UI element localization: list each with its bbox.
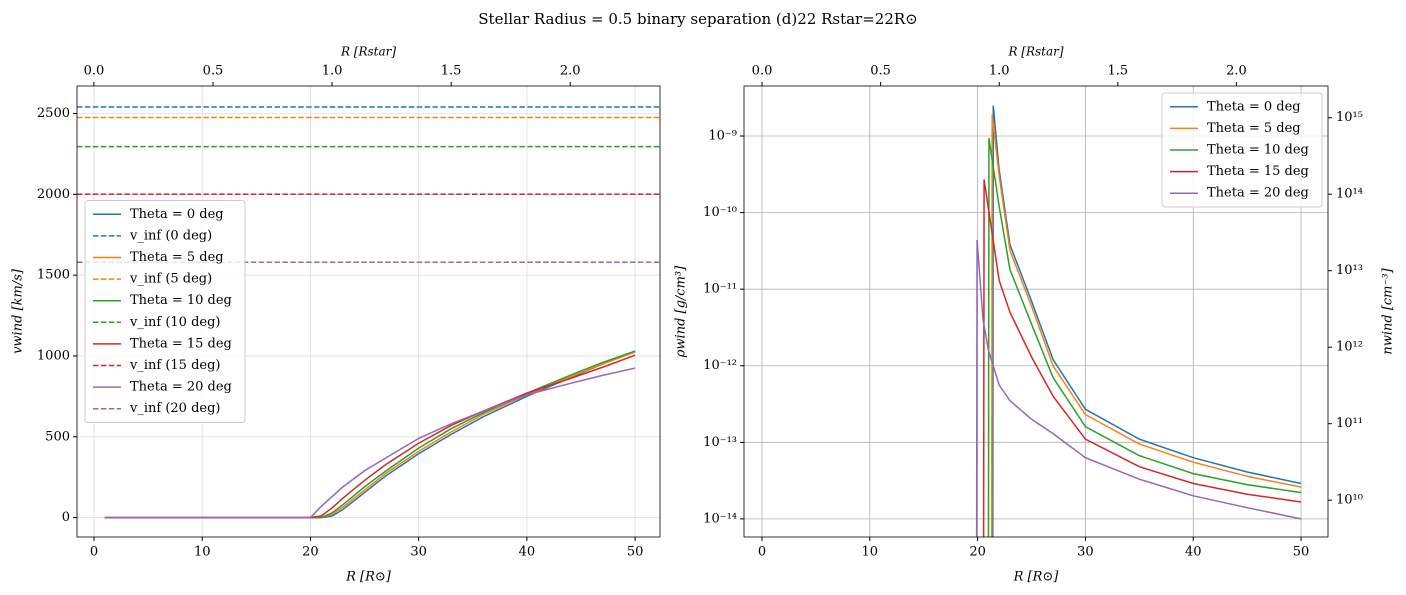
legend-label: Theta = 5 deg [1207, 121, 1301, 136]
x2-tick-label: 2.0 [1226, 64, 1247, 79]
legend-label: v_inf (20 deg) [129, 401, 220, 416]
x2-tick-label: 2.0 [560, 64, 581, 79]
x-tick-label: 30 [1077, 545, 1094, 560]
legend-label: v_inf (10 deg) [129, 315, 220, 330]
legend-label: Theta = 5 deg [130, 250, 224, 265]
y-axis-label: ρwind [g/cm³] [674, 265, 689, 358]
legend-label: Theta = 10 deg [130, 293, 232, 308]
data-line [975, 239, 1302, 537]
y-tick-label: 10⁻¹⁴ [703, 511, 737, 526]
x2-tick-label: 1.0 [989, 64, 1010, 79]
x2-axis-label: R [Rstar] [1007, 45, 1063, 59]
legend-label: Theta = 10 deg [1207, 143, 1309, 158]
legend-label: v_inf (15 deg) [129, 358, 220, 373]
y-tick-label: 10⁻¹² [703, 358, 737, 373]
x-tick-label: 30 [410, 545, 427, 560]
y-tick-label: 1500 [37, 268, 70, 283]
data-line [104, 350, 636, 519]
legend-label: Theta = 20 deg [130, 380, 232, 395]
x-axis-label: R [R⊙] [345, 570, 392, 585]
legend-label: Theta = 15 deg [130, 336, 232, 351]
data-line [104, 367, 636, 519]
legend-box [1161, 92, 1323, 208]
figure-title: Stellar Radius = 0.5 binary separation (… [478, 10, 917, 28]
y-tick-label: 10⁻¹¹ [703, 282, 737, 297]
y-axis-label: vwind [km/s] [11, 268, 26, 354]
data-line [992, 105, 1302, 537]
x-tick-label: 10 [862, 545, 879, 560]
x2-tick-label: 1.5 [1107, 64, 1128, 79]
x-tick-label: 40 [519, 545, 536, 560]
y2-tick-label: 10¹⁵ [1336, 110, 1363, 125]
x2-tick-label: 0.0 [84, 64, 105, 79]
y-tick-label: 10⁻¹⁰ [703, 205, 737, 220]
data-line [990, 114, 1302, 537]
x-tick-label: 40 [1185, 545, 1202, 560]
legend-label: Theta = 0 deg [130, 207, 224, 222]
x2-tick-label: 1.0 [322, 64, 343, 79]
axes-frame [76, 85, 661, 538]
y-tick-label: 1000 [37, 348, 70, 363]
x2-tick-label: 0.5 [203, 64, 224, 79]
data-line [987, 137, 1302, 537]
y-tick-label: 2500 [37, 106, 70, 121]
x2-axis-label: R [Rstar] [340, 45, 396, 59]
x-tick-label: 50 [1293, 545, 1310, 560]
plot-area [975, 105, 1302, 537]
x2-tick-label: 0.0 [752, 64, 773, 79]
y-tick-label: 10⁻¹³ [703, 435, 737, 450]
y-tick-label: 2000 [37, 187, 70, 202]
x-tick-label: 0 [758, 545, 766, 560]
x2-tick-label: 0.5 [870, 64, 891, 79]
x-axis-label: R [R⊙] [1013, 570, 1060, 585]
y-tick-label: 10⁻⁹ [708, 129, 737, 144]
y-tick-label: 0 [62, 510, 70, 525]
x2-tick-label: 1.5 [441, 64, 462, 79]
y-tick-label: 500 [45, 429, 70, 444]
legend-box [84, 200, 246, 423]
y2-tick-label: 10¹¹ [1336, 416, 1363, 431]
plot-area [77, 106, 660, 519]
x-tick-label: 0 [90, 545, 98, 560]
legend-label: v_inf (5 deg) [129, 272, 212, 287]
y2-tick-label: 10¹⁰ [1336, 493, 1363, 508]
x-tick-label: 10 [194, 545, 211, 560]
y2-tick-label: 10¹³ [1336, 263, 1363, 278]
y2-tick-label: 10¹² [1336, 340, 1363, 355]
data-line [982, 179, 1302, 537]
axes-frame [743, 85, 1329, 538]
y2-tick-label: 10¹⁴ [1336, 187, 1363, 202]
data-line [104, 354, 636, 519]
x-tick-label: 20 [969, 545, 986, 560]
x-tick-label: 50 [627, 545, 644, 560]
y2-axis-label: nwind [cm⁻³] [1381, 267, 1396, 354]
x-tick-label: 20 [302, 545, 319, 560]
legend-label: Theta = 0 deg [1207, 99, 1301, 114]
legend-label: v_inf (0 deg) [129, 228, 212, 243]
legend-label: Theta = 15 deg [1207, 164, 1309, 179]
legend-label: Theta = 20 deg [1207, 186, 1309, 201]
